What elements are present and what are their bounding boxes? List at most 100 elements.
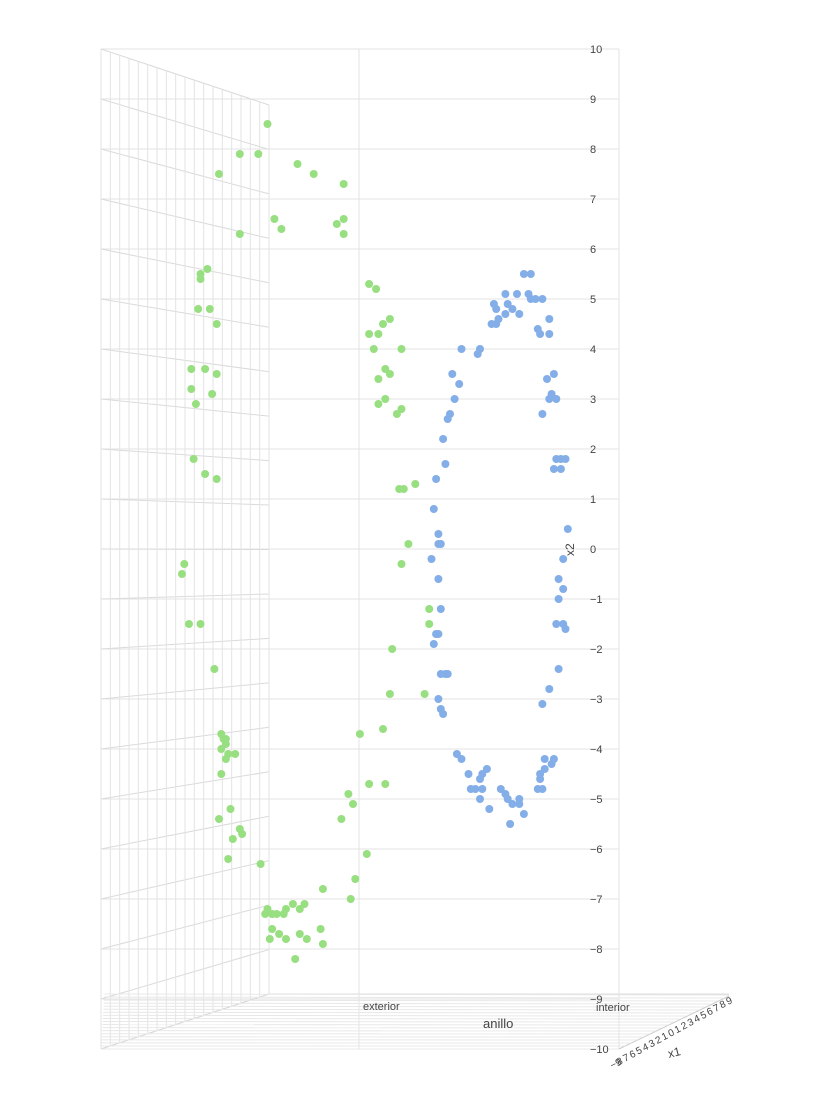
data-point (212, 370, 221, 378)
data-point (411, 480, 420, 488)
data-point (346, 895, 355, 903)
data-point (291, 955, 300, 963)
x-tick-label: 1 (660, 1031, 670, 1044)
floor-line (103, 1002, 711, 1005)
data-point (374, 375, 383, 383)
data-point (365, 780, 374, 788)
data-point (552, 395, 561, 403)
y-tick-label: 3 (590, 394, 596, 406)
data-point (339, 230, 348, 238)
data-point (501, 310, 510, 318)
data-point (554, 575, 563, 583)
data-point (355, 730, 364, 738)
data-point (339, 215, 348, 223)
x-tick-label: 5 (699, 1009, 709, 1022)
data-point (526, 270, 535, 278)
data-point (189, 455, 198, 463)
data-point (455, 380, 464, 388)
data-point (478, 785, 487, 793)
data-point (434, 575, 443, 583)
data-point (293, 160, 302, 168)
z-axis-title: anillo (483, 1016, 513, 1031)
data-point (436, 605, 445, 613)
data-point (228, 835, 237, 843)
data-point (178, 570, 186, 578)
x-tick-label: 7 (712, 1002, 722, 1015)
y-tick-label: −2 (590, 644, 603, 656)
data-point (185, 620, 193, 628)
y-tick-label: −9 (590, 994, 603, 1006)
data-point (187, 365, 196, 373)
data-point (254, 150, 263, 158)
data-point (194, 305, 203, 313)
floor-line (103, 1011, 693, 1014)
data-point (439, 435, 448, 443)
x-tick-label: 7 (622, 1052, 632, 1065)
data-point (448, 370, 457, 378)
data-point (439, 710, 448, 718)
z-tick-label-interior: interior (596, 1002, 630, 1014)
data-point (476, 775, 484, 783)
data-point (203, 265, 212, 273)
data-point (549, 370, 558, 378)
y-tick-label: 6 (590, 244, 596, 256)
y-axis-title: x2 (563, 543, 577, 556)
x-tick-label: 4 (692, 1013, 702, 1026)
data-point (224, 855, 233, 863)
data-point (385, 690, 394, 698)
data-point (545, 315, 554, 323)
data-point (519, 810, 528, 818)
x-tick-label: 3 (686, 1017, 696, 1030)
data-point (457, 345, 466, 353)
data-point (561, 625, 570, 633)
data-point (476, 345, 484, 353)
data-point (425, 605, 434, 613)
data-point (427, 555, 436, 563)
data-point (379, 725, 387, 733)
data-point (270, 215, 279, 223)
x-tick-label: 9 (725, 995, 735, 1008)
data-point (344, 790, 353, 798)
y-tick-label: 1 (590, 494, 596, 506)
x-axis-title: x1 (666, 1044, 682, 1061)
data-point (397, 560, 406, 568)
floor-line (104, 996, 723, 999)
x-tick-label: 6 (628, 1049, 638, 1062)
data-point (432, 475, 441, 483)
data-point (369, 345, 378, 353)
data-point (210, 665, 219, 673)
x-tick-label: −9 (609, 1057, 624, 1072)
data-point (215, 815, 223, 823)
x-tick-label: 6 (705, 1006, 715, 1019)
data-point (208, 390, 217, 398)
y-tick-label: −3 (590, 694, 603, 706)
x-tick-label: 1 (673, 1024, 683, 1037)
data-point (457, 755, 466, 763)
floor-line (103, 1005, 705, 1008)
data-point (374, 330, 383, 338)
data-point (536, 330, 545, 338)
data-point (450, 395, 459, 403)
data-point (379, 320, 387, 328)
y-tick-label: −10 (590, 1044, 609, 1056)
data-point (217, 745, 226, 753)
data-point (282, 935, 290, 943)
data-point (349, 800, 357, 808)
data-point (434, 540, 443, 548)
x-tick-label: 2 (654, 1034, 664, 1047)
x-tick-label: 0 (667, 1027, 677, 1040)
data-point (295, 930, 304, 938)
data-point (429, 640, 438, 648)
data-point (538, 700, 547, 708)
floor-line (103, 999, 717, 1002)
data-point (559, 555, 568, 563)
y-tick-label: −6 (590, 844, 603, 856)
data-point (263, 120, 272, 128)
floor-edge (618, 995, 730, 1050)
data-point (492, 305, 501, 313)
data-point (552, 620, 561, 628)
axis-labels: anillo x2 x1 exterior interior 109876543… (363, 44, 735, 1072)
data-point (374, 400, 383, 408)
data-point (265, 935, 274, 943)
